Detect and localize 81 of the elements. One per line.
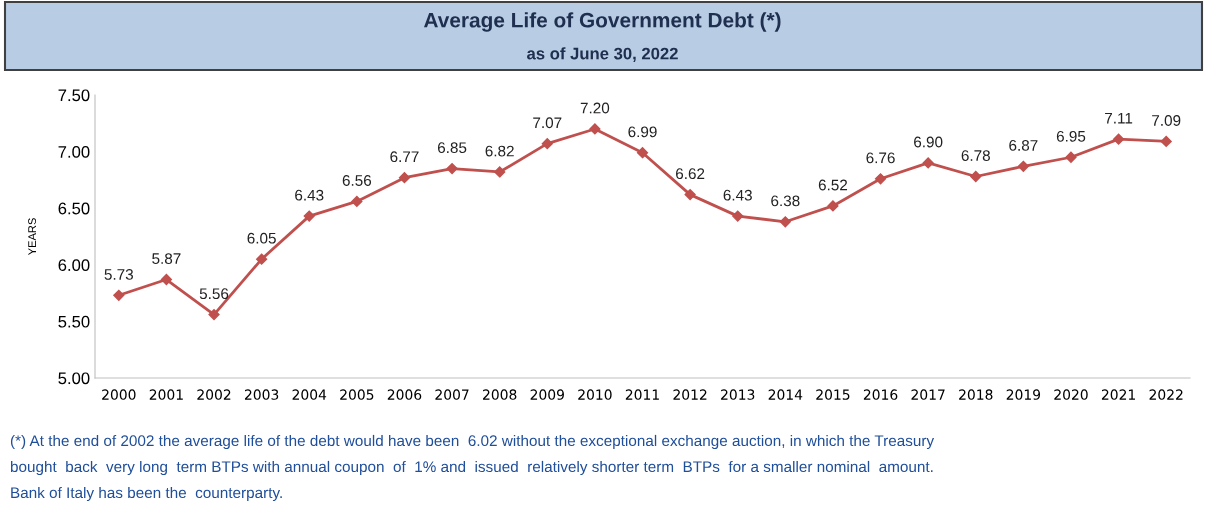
point <box>113 289 125 301</box>
text: Bank of Italy has been the counterparty. <box>11 486 282 502</box>
point <box>494 166 506 178</box>
point <box>1112 133 1125 145</box>
x-tick-label: 2011 <box>625 389 659 400</box>
data-label: 6.85 <box>437 142 467 154</box>
text: bought back very long term BTPs with annual coupon of 1% and issued relatively shorter term BTPs for a smaller nominal amount. <box>10 460 933 476</box>
x-tick-label: 2021 <box>1101 389 1135 400</box>
x-tick-label: 2012 <box>673 389 707 400</box>
y-tick-label: 5.50 <box>58 315 90 328</box>
data-label: 6.62 <box>676 168 705 180</box>
x-tick-label: 2018 <box>959 389 993 400</box>
data-label: 6.43 <box>295 189 324 201</box>
x-tick-label: 2015 <box>816 389 850 400</box>
point <box>1065 151 1077 163</box>
x-tick-label: 2004 <box>292 389 327 400</box>
data-label: 6.76 <box>866 152 895 164</box>
y-tick-label: 7.50 <box>58 89 90 102</box>
y-tick-label: 6.50 <box>58 202 90 215</box>
data-label: 5.87 <box>152 253 181 264</box>
point <box>827 200 839 212</box>
data-label: 6.90 <box>914 136 943 148</box>
x-tick-label: 2017 <box>911 389 945 400</box>
chart-title: Average Life of Government Debt (*) <box>423 12 781 32</box>
point <box>303 210 315 222</box>
x-tick-label: 2020 <box>1054 389 1088 400</box>
point <box>208 309 220 321</box>
x-tick-label: 2005 <box>340 389 374 400</box>
y-tick-label: 5.00 <box>58 372 90 385</box>
point <box>398 172 411 184</box>
data-label: 7.09 <box>1152 115 1181 126</box>
data-label: 5.73 <box>104 269 133 280</box>
point <box>1160 135 1172 148</box>
point <box>874 173 887 185</box>
x-tick-label: 2014 <box>768 389 803 400</box>
data-label: 6.77 <box>390 151 419 163</box>
data-label: 7.11 <box>1105 112 1133 124</box>
data-label: 7.07 <box>533 117 562 129</box>
x-tick-label: 2003 <box>244 389 279 400</box>
data-label: 6.43 <box>723 189 752 201</box>
point <box>779 216 791 228</box>
data-label: 6.82 <box>485 145 514 157</box>
x-tick-label: 2022 <box>1149 389 1183 400</box>
point <box>636 147 649 159</box>
x-tick-label: 2010 <box>578 389 612 400</box>
x-tick-label: 2006 <box>387 389 422 400</box>
x-tick-label: 2000 <box>102 389 136 400</box>
data-label: 6.56 <box>342 175 372 186</box>
point <box>160 273 173 286</box>
x-tick-label: 2016 <box>863 389 898 400</box>
point <box>446 162 458 175</box>
x-tick-label: 2019 <box>1006 389 1041 400</box>
data-label: 6.87 <box>1009 139 1038 151</box>
x-tick-label: 2008 <box>483 389 517 400</box>
data-label: 6.78 <box>961 150 990 161</box>
data-label: 6.52 <box>818 179 848 191</box>
x-tick-label: 2013 <box>721 389 755 400</box>
point <box>256 253 268 265</box>
y-tick-label: 6.00 <box>58 259 90 271</box>
data-label: 6.38 <box>771 195 800 207</box>
x-tick-label: 2007 <box>435 389 469 400</box>
data-label: 7.20 <box>580 102 610 114</box>
x-tick-label: 2002 <box>197 389 231 400</box>
point <box>351 195 363 208</box>
data-label: 6.05 <box>247 232 276 244</box>
x-tick-label: 2009 <box>530 389 564 400</box>
x-tick-label: 2001 <box>149 389 183 400</box>
y-axis-title: YEARS <box>28 218 37 256</box>
y-tick-label: 7.00 <box>58 146 90 158</box>
data-label: 6.95 <box>1056 130 1086 142</box>
text: (*) At the end of 2002 the average life of the debt would have been 6.02 without the exceptional exchange auction, in which the Treasury <box>10 434 935 450</box>
chart-subtitle: as of June 30, 2022 <box>527 47 678 62</box>
point <box>684 189 696 201</box>
data-label: 5.56 <box>199 288 229 300</box>
point <box>541 138 553 150</box>
point <box>970 170 982 183</box>
point <box>1017 160 1029 172</box>
point <box>922 157 934 169</box>
point <box>589 123 601 135</box>
data-label: 6.99 <box>628 126 657 138</box>
point <box>732 210 744 222</box>
